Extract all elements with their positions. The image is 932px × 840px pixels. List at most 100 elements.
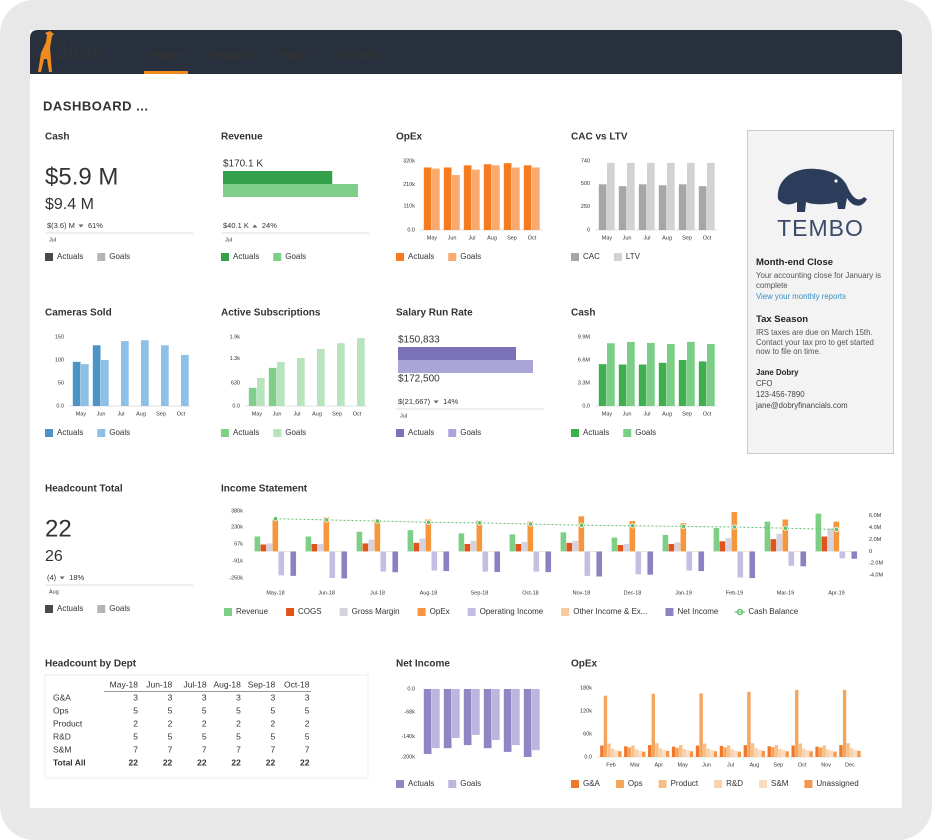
bar (719, 745, 724, 757)
section-text: Your accounting close for January is com… (756, 271, 881, 290)
bar (770, 539, 777, 552)
bar (679, 745, 683, 757)
legend-swatch (561, 608, 570, 616)
y-tick-label: 740 (581, 158, 590, 164)
bar (311, 543, 318, 552)
goal-label: $172,500 (398, 374, 440, 385)
bar (423, 167, 432, 230)
nav-item[interactable]: Plans (279, 50, 310, 62)
bar (472, 169, 480, 230)
y-tick-label: 230k (231, 524, 243, 530)
table-cell: 5 (133, 731, 138, 741)
bar (278, 551, 285, 576)
elephant-eye (834, 179, 838, 183)
legend-swatch (396, 253, 404, 261)
bar (627, 341, 635, 406)
bar (161, 345, 169, 406)
legend-swatch (571, 253, 579, 261)
bar (578, 516, 585, 552)
bullet-bar (398, 347, 517, 360)
table-cell: 7 (168, 744, 173, 754)
bar (658, 362, 667, 406)
x-tick-label: Jun (273, 411, 282, 417)
y-tick-label: 60k (583, 731, 592, 737)
variance: $40.1 K (223, 221, 249, 230)
bar (464, 543, 471, 552)
bar (357, 338, 365, 406)
bar (699, 693, 703, 757)
table-cell: 2 (270, 718, 275, 728)
column-header: Jun-18 (146, 679, 172, 689)
bar (431, 551, 438, 571)
bullet-bar (398, 360, 533, 373)
legend-swatch (665, 608, 674, 616)
legend-label: Actuals (57, 428, 83, 437)
bar (272, 519, 279, 552)
bar (503, 689, 512, 752)
nav-item[interactable]: Home (150, 50, 182, 62)
y-tick-label: 500 (581, 181, 590, 187)
x-tick-label: May (252, 411, 263, 417)
bar (374, 519, 381, 552)
bar (317, 348, 325, 406)
bar (809, 751, 813, 757)
bar (713, 528, 720, 552)
widget-title: Income Statement (221, 484, 308, 495)
table-cell: 5 (168, 731, 173, 741)
bar (707, 162, 715, 230)
table-cell: 7 (236, 744, 241, 754)
bar (470, 540, 477, 552)
bar (667, 162, 675, 230)
legend-swatch (615, 780, 624, 788)
widget-title: Salary Run Rate (396, 308, 473, 319)
legend-swatch (396, 780, 404, 788)
bar (392, 551, 399, 573)
bar (539, 551, 546, 552)
bar (607, 743, 611, 757)
line-point (731, 524, 738, 530)
row-label: R&D (53, 731, 71, 741)
section-text: IRS taxes are due on March 15th. Contact… (756, 328, 874, 356)
bar (257, 378, 265, 406)
y-tick-label: 380k (231, 508, 243, 514)
table-cell: 7 (270, 744, 275, 754)
bar (829, 750, 834, 757)
bar (545, 551, 552, 573)
bar (277, 362, 285, 406)
section-link[interactable]: View your monthly reports (756, 292, 846, 301)
legend-label: Unassigned (816, 779, 858, 788)
row-label: Product (53, 718, 83, 728)
bar (472, 689, 480, 735)
y-tick-label: 320k (403, 158, 415, 164)
bar (317, 543, 324, 552)
legend-label: Net Income (677, 607, 718, 616)
x-tick-label: Sep (156, 411, 166, 417)
bar (443, 167, 452, 230)
nav-item[interactable]: Actuals (337, 50, 379, 62)
legend-label: Actuals (57, 604, 83, 613)
bar (850, 748, 854, 757)
bar (458, 533, 465, 552)
contact-name: Jane Dobry (756, 368, 799, 377)
bar (682, 748, 687, 757)
legend-label: Actuals (408, 252, 434, 261)
legend-label: Actuals (233, 252, 259, 261)
bar (749, 551, 756, 579)
x-tick-label: Sep (507, 235, 517, 241)
nav-item[interactable]: Reports (209, 50, 252, 62)
bar (686, 551, 693, 571)
x-tick-label: Jun-18 (318, 590, 335, 596)
x-tick-label: Jun (448, 235, 457, 241)
active-tab-indicator (144, 71, 188, 74)
x-tick-label: Jul (468, 235, 475, 241)
period-label: Jul (400, 413, 407, 419)
bar (827, 528, 834, 552)
x-tick-label: Jun (702, 762, 711, 768)
bar (667, 343, 675, 406)
legend-label: Product (671, 779, 699, 788)
column-header: Aug-18 (213, 679, 241, 689)
bar (476, 520, 483, 552)
y-tick-label: 100 (55, 357, 64, 363)
table-cell: 3 (305, 692, 310, 702)
bar (437, 551, 444, 552)
